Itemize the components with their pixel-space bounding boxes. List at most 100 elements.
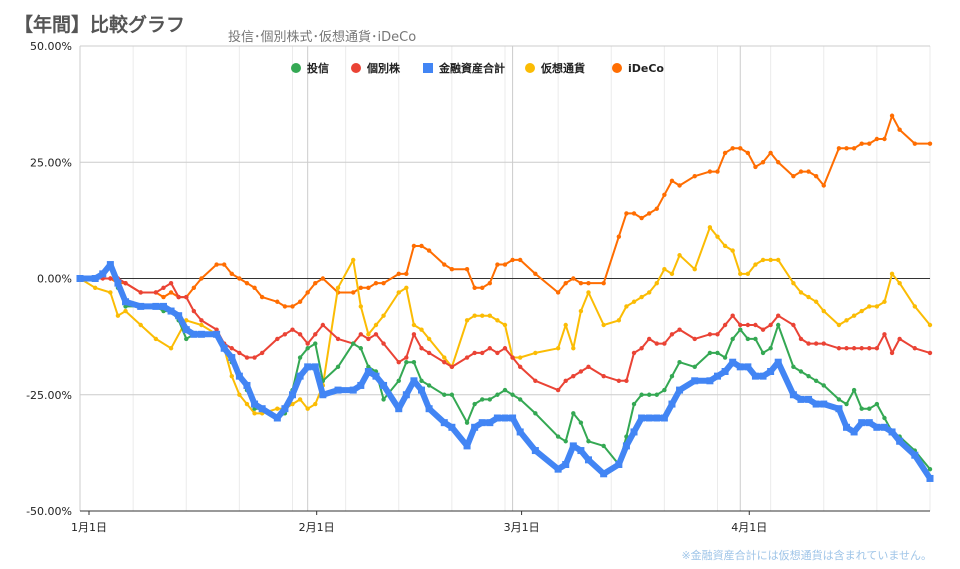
data-point: [707, 225, 713, 230]
data-point: [805, 395, 813, 403]
data-point: [373, 332, 379, 337]
y-tick-label: 25.00%: [30, 156, 72, 169]
data-point: [797, 395, 805, 403]
data-point: [442, 355, 447, 360]
legend-marker: [351, 63, 361, 73]
data-point: [767, 368, 775, 375]
data-point: [738, 146, 743, 151]
data-point: [251, 400, 259, 408]
data-point: [410, 377, 418, 385]
data-point: [184, 336, 189, 342]
series-line-3: [79, 226, 931, 415]
data-point: [358, 346, 364, 351]
data-point: [760, 257, 766, 263]
data-point: [472, 313, 477, 318]
data-point: [304, 363, 312, 371]
data-point: [275, 299, 280, 304]
data-point: [366, 332, 371, 337]
data-point: [844, 346, 849, 351]
data-point: [297, 299, 303, 304]
data-point: [297, 355, 303, 360]
data-point: [820, 400, 828, 408]
data-point: [480, 397, 485, 402]
data-point: [175, 312, 183, 320]
data-point: [738, 327, 743, 332]
data-point: [76, 275, 84, 282]
data-point: [897, 127, 902, 132]
data-point: [305, 290, 310, 295]
data-point: [798, 169, 804, 174]
data-point: [662, 267, 667, 272]
data-point: [745, 150, 751, 156]
data-point: [601, 322, 606, 328]
data-point: [373, 322, 379, 328]
data-point: [281, 405, 289, 413]
data-point: [258, 405, 266, 413]
data-point: [563, 322, 568, 328]
data-point: [357, 381, 365, 389]
data-point: [440, 419, 448, 427]
data-point: [153, 290, 159, 295]
data-point: [851, 387, 857, 393]
data-point: [692, 364, 697, 370]
y-tick-label: -50.00%: [26, 505, 72, 518]
data-point: [516, 428, 524, 436]
data-point: [789, 391, 797, 399]
data-point: [464, 318, 470, 323]
data-point: [137, 302, 145, 310]
data-point: [335, 336, 341, 342]
data-point: [791, 174, 796, 179]
legend-label: iDeCo: [628, 62, 664, 75]
x-tick-label: 1月1日: [71, 521, 107, 534]
data-point: [419, 243, 424, 249]
data-point: [472, 350, 477, 356]
data-point: [296, 372, 304, 380]
data-point: [660, 414, 668, 422]
data-point: [289, 391, 296, 399]
data-point: [927, 350, 933, 356]
data-point: [313, 341, 318, 346]
data-point: [753, 336, 758, 342]
data-point: [411, 360, 417, 365]
data-point: [114, 279, 122, 287]
data-point: [677, 253, 682, 258]
data-point: [571, 276, 576, 281]
data-point: [138, 290, 143, 295]
data-point: [586, 439, 591, 444]
data-point: [197, 330, 205, 338]
data-point: [252, 355, 257, 360]
legend-marker: [291, 63, 301, 73]
data-point: [730, 313, 735, 318]
legend-label: 個別株: [366, 61, 401, 75]
data-point: [586, 280, 591, 286]
data-point: [184, 294, 189, 300]
data-point: [867, 406, 872, 411]
data-point: [297, 397, 303, 402]
data-point: [776, 160, 781, 165]
data-point: [273, 414, 281, 422]
data-point: [419, 378, 424, 383]
data-point: [616, 378, 622, 383]
data-point: [836, 322, 842, 328]
data-point: [646, 336, 652, 342]
chart-legend: 投信 個別株 金融資産合計 仮想通貨 iDeCo: [291, 61, 664, 75]
data-point: [396, 290, 401, 295]
data-point: [319, 391, 327, 399]
data-point: [486, 419, 494, 427]
data-point: [744, 363, 752, 371]
data-point: [600, 470, 608, 478]
data-point: [768, 257, 773, 263]
data-point: [774, 358, 782, 366]
data-point: [821, 183, 826, 188]
data-point: [495, 392, 500, 397]
data-point: [624, 211, 629, 216]
data-point: [798, 369, 804, 374]
data-point: [364, 368, 372, 375]
data-point: [776, 322, 781, 328]
data-point: [351, 290, 356, 295]
data-point: [571, 346, 576, 351]
data-point: [243, 381, 251, 389]
data-point: [578, 308, 584, 314]
data-point: [442, 392, 447, 397]
data-point: [320, 322, 326, 328]
